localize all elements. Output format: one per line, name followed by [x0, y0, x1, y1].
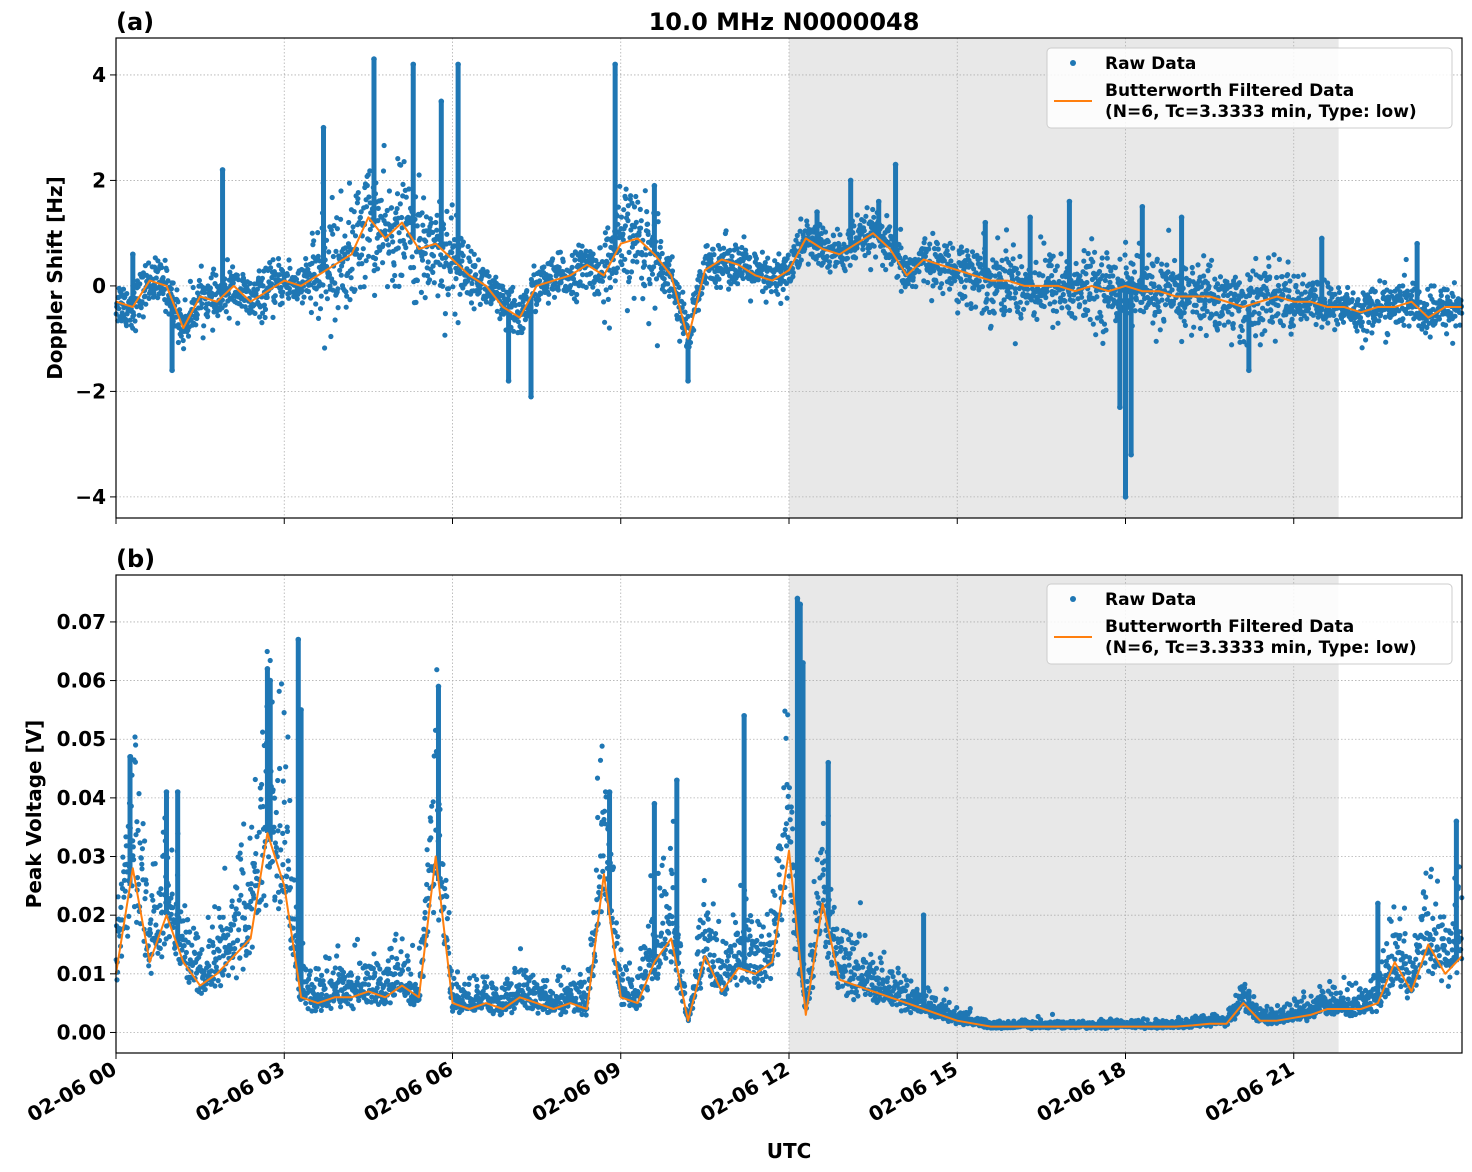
panel-a-filtered-path	[115, 216, 1462, 340]
panel-a-xticks	[115, 518, 1295, 524]
panel-b-yticks: 0.00 0.01 0.02 0.03 0.04 0.05 0.06 0.07	[57, 610, 116, 1044]
panel-b-ytick-label: 0.00	[57, 1020, 106, 1044]
panel-b-legend-box	[1046, 583, 1453, 665]
panel-b-xtick-label: 02-06 12	[696, 1057, 794, 1127]
panel-a-ytick-label: 4	[92, 63, 106, 87]
panel-b-filtered-line	[115, 832, 1463, 1028]
panel-b-voltage: 0.00 0.01 0.02 0.03 0.04 0.05 0.06 0.07 02-06 0…	[22, 545, 1465, 1127]
panel-b-ylabel: Peak Voltage [V]	[22, 720, 46, 909]
panel-a-ylabel: Doppler Shift [Hz]	[43, 176, 67, 380]
panel-b-legend-filtered-label-1: Butterworth Filtered Data	[1105, 617, 1354, 637]
panel-b-xtick-label: 02-06 21	[1201, 1057, 1299, 1127]
panel-b-xtick-label: 02-06 18	[1032, 1057, 1130, 1127]
panel-b-ytick-label: 0.06	[57, 669, 106, 693]
panel-b-xtick-label: 02-06 15	[864, 1057, 962, 1127]
panel-a-ytick-label: −4	[75, 485, 106, 509]
panel-b-legend-filtered-label-2: (N=6, Tc=3.3333 min, Type: low)	[1105, 638, 1417, 658]
panel-b-ytick-label: 0.02	[57, 903, 106, 927]
panel-b-legend: Raw Data Butterworth Filtered Data (N=6,…	[1046, 583, 1453, 665]
panel-a-legend-raw-marker	[1070, 60, 1076, 66]
panel-b-raw-cloud	[113, 648, 1465, 1032]
panel-a-yticks: −4 −2 0 2 4	[75, 63, 116, 509]
panel-a-ytick-label: −2	[75, 379, 106, 403]
panel-b-xtick-label: 02-06 03	[191, 1057, 289, 1127]
panel-b-raw-scatter	[113, 595, 1465, 1032]
panel-a-legend-raw-label: Raw Data	[1105, 54, 1196, 74]
panel-b-label: (b)	[116, 545, 155, 573]
panel-b-xtick-label: 02-06 00	[23, 1057, 121, 1127]
panel-b-filtered-path	[115, 832, 1463, 1028]
panel-b-legend-raw-label: Raw Data	[1105, 590, 1196, 610]
panel-a-legend-filtered-label-1: Butterworth Filtered Data	[1105, 81, 1354, 101]
panel-b-ytick-label: 0.04	[57, 786, 106, 810]
panel-a-raw-cloud	[113, 142, 1465, 352]
panel-a-raw-scatter	[113, 56, 1465, 500]
panel-a-ytick-label: 0	[92, 274, 106, 298]
panel-b-xticks: 02-06 00 02-06 03 02-06 06 02-06 09 02-06 12…	[23, 1053, 1298, 1127]
panel-a-filtered-line	[115, 216, 1462, 340]
panel-b-ytick-label: 0.03	[57, 845, 106, 869]
panel-b-xtick-label: 02-06 09	[528, 1057, 626, 1127]
panel-b-ytick-label: 0.07	[57, 610, 106, 634]
panel-a-legend-box	[1046, 47, 1453, 129]
panel-a-legend: Raw Data Butterworth Filtered Data (N=6,…	[1046, 47, 1453, 129]
panel-a-legend-filtered-label-2: (N=6, Tc=3.3333 min, Type: low)	[1105, 102, 1417, 122]
panel-b-ytick-label: 0.01	[57, 962, 106, 986]
figure-title: 10.0 MHz N0000048	[649, 8, 920, 36]
panel-b-legend-raw-marker	[1070, 596, 1076, 602]
x-axis-label: UTC	[767, 1139, 812, 1163]
panel-b-xtick-label: 02-06 06	[359, 1057, 457, 1127]
panel-a-doppler: −4 −2 0 2 4 (a) 10.0 MHz N0000048 Doppler Sh…	[43, 8, 1465, 524]
panel-a-ytick-label: 2	[92, 168, 106, 192]
panel-a-label: (a)	[116, 8, 154, 36]
panel-b-ytick-label: 0.05	[57, 727, 106, 751]
